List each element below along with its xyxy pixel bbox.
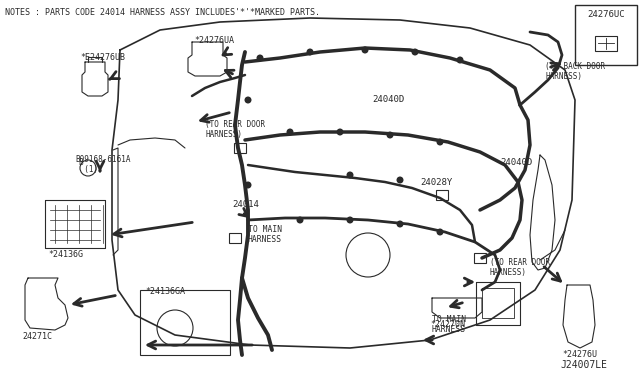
Circle shape: [436, 228, 444, 235]
Circle shape: [257, 55, 264, 61]
Circle shape: [436, 138, 444, 145]
Text: 24040D: 24040D: [500, 158, 532, 167]
Circle shape: [287, 128, 294, 135]
Text: *24270N: *24270N: [430, 320, 465, 329]
Text: B: B: [78, 158, 83, 167]
Text: B09168-6161A
  (1): B09168-6161A (1): [75, 155, 131, 174]
Text: TO MAIN
HARNESS: TO MAIN HARNESS: [248, 225, 282, 244]
Text: (TO REAR DOOR
HARNESS): (TO REAR DOOR HARNESS): [490, 258, 550, 278]
Text: (TO BACK DOOR
HARNESS): (TO BACK DOOR HARNESS): [545, 62, 605, 81]
Circle shape: [397, 176, 403, 183]
Text: 24014: 24014: [232, 200, 259, 209]
Text: *E24276UB: *E24276UB: [80, 53, 125, 62]
Text: NOTES : PARTS CODE 24014 HARNESS ASSY INCLUDES'*'*MARKED PARTS.: NOTES : PARTS CODE 24014 HARNESS ASSY IN…: [5, 8, 320, 17]
Text: 24028Y: 24028Y: [420, 178, 452, 187]
Circle shape: [244, 96, 252, 103]
Circle shape: [346, 217, 353, 224]
FancyBboxPatch shape: [575, 5, 637, 65]
Text: 24040D: 24040D: [372, 95, 404, 104]
Text: 24271C: 24271C: [22, 332, 52, 341]
Circle shape: [244, 182, 252, 189]
Text: 24276UC: 24276UC: [587, 10, 625, 19]
Text: J24007LE: J24007LE: [560, 360, 607, 370]
Circle shape: [346, 171, 353, 179]
Circle shape: [337, 128, 344, 135]
Circle shape: [456, 57, 463, 64]
Text: *24136GA: *24136GA: [145, 287, 185, 296]
Circle shape: [307, 48, 314, 55]
Text: (TO REAR DOOR
HARNESS): (TO REAR DOOR HARNESS): [205, 120, 265, 140]
Text: *24276UA: *24276UA: [194, 36, 234, 45]
Text: *24136G: *24136G: [48, 250, 83, 259]
Circle shape: [296, 217, 303, 224]
Circle shape: [412, 48, 419, 55]
Text: TO MAIN
HARNESS: TO MAIN HARNESS: [432, 315, 466, 334]
Circle shape: [362, 46, 369, 54]
Text: *24276U: *24276U: [562, 350, 597, 359]
Circle shape: [397, 221, 403, 228]
Circle shape: [387, 131, 394, 138]
